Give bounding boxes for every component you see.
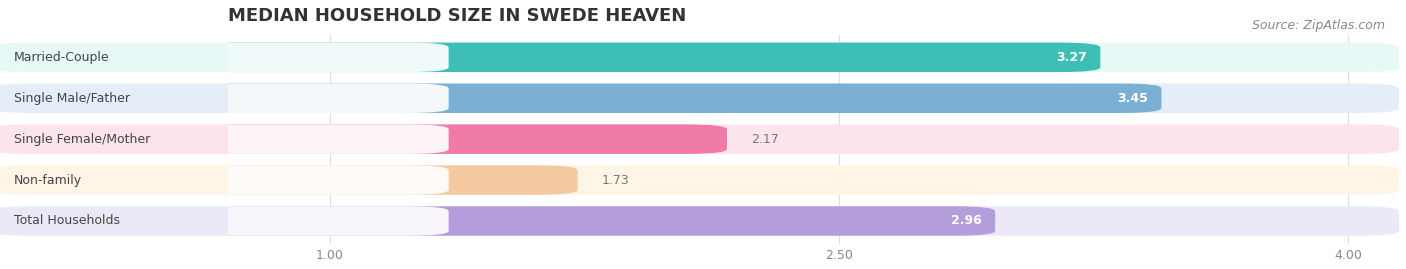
- FancyBboxPatch shape: [0, 83, 1161, 113]
- FancyBboxPatch shape: [0, 165, 578, 195]
- FancyBboxPatch shape: [0, 206, 449, 236]
- Text: Single Male/Father: Single Male/Father: [14, 92, 131, 105]
- Text: Total Households: Total Households: [14, 214, 120, 228]
- FancyBboxPatch shape: [0, 83, 449, 113]
- FancyBboxPatch shape: [0, 206, 1399, 236]
- FancyBboxPatch shape: [0, 125, 1399, 154]
- Text: Non-family: Non-family: [14, 174, 83, 187]
- FancyBboxPatch shape: [0, 43, 1101, 72]
- FancyBboxPatch shape: [0, 83, 1399, 113]
- FancyBboxPatch shape: [0, 165, 449, 195]
- Text: Source: ZipAtlas.com: Source: ZipAtlas.com: [1251, 19, 1385, 32]
- FancyBboxPatch shape: [0, 43, 1399, 72]
- Text: MEDIAN HOUSEHOLD SIZE IN SWEDE HEAVEN: MEDIAN HOUSEHOLD SIZE IN SWEDE HEAVEN: [228, 7, 686, 25]
- FancyBboxPatch shape: [0, 43, 449, 72]
- Text: 1.73: 1.73: [602, 174, 628, 187]
- FancyBboxPatch shape: [0, 125, 727, 154]
- FancyBboxPatch shape: [0, 206, 995, 236]
- Text: 2.96: 2.96: [950, 214, 981, 228]
- FancyBboxPatch shape: [0, 165, 1399, 195]
- FancyBboxPatch shape: [0, 125, 449, 154]
- Text: 2.17: 2.17: [751, 133, 779, 146]
- Text: 3.27: 3.27: [1056, 51, 1087, 64]
- Text: Single Female/Mother: Single Female/Mother: [14, 133, 150, 146]
- Text: 3.45: 3.45: [1116, 92, 1147, 105]
- Text: Married-Couple: Married-Couple: [14, 51, 110, 64]
